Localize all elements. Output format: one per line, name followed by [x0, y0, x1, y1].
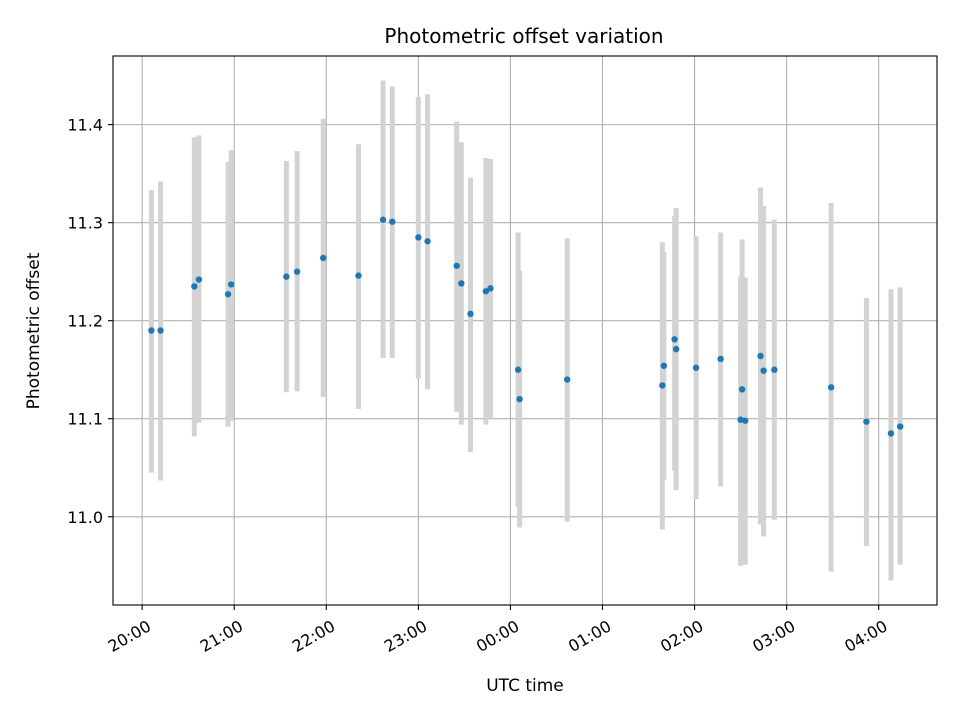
data-point: [757, 352, 764, 360]
y-tick-label: 11.0: [67, 508, 103, 527]
data-point: [320, 254, 327, 262]
data-point: [424, 238, 431, 245]
data-point: [224, 291, 232, 298]
grid-layer: [113, 56, 937, 605]
data-point: [487, 285, 494, 292]
data-point: [516, 395, 523, 403]
plot-frame: [112, 55, 938, 606]
y-axis: 11.0 11.1 11.2 11.3 11.4: [67, 116, 113, 527]
data-point: [896, 423, 904, 430]
data-point: [672, 345, 680, 353]
data-point: [563, 376, 571, 383]
data-point: [379, 216, 387, 223]
point-layer: [148, 216, 904, 437]
data-point: [453, 262, 460, 269]
data-point: [389, 218, 396, 225]
data-point: [191, 283, 198, 290]
data-point: [355, 272, 362, 279]
data-point: [415, 234, 422, 241]
y-tick-label: 11.2: [67, 312, 103, 331]
data-point: [738, 386, 746, 393]
data-point: [717, 355, 724, 363]
x-axis-label: UTC time: [486, 676, 564, 696]
data-point: [671, 336, 678, 343]
data-point: [741, 417, 749, 424]
data-point: [293, 268, 301, 275]
data-point: [660, 362, 668, 369]
data-point: [195, 276, 203, 283]
data-point: [458, 280, 465, 287]
data-point: [482, 288, 490, 295]
y-tick-label: 11.4: [67, 116, 103, 135]
data-point: [467, 310, 474, 318]
data-point: [692, 364, 700, 371]
data-point: [863, 418, 870, 425]
data-point: [771, 366, 778, 373]
y-tick-label: 11.1: [67, 410, 103, 429]
data-point: [659, 382, 666, 389]
data-point: [227, 281, 235, 288]
chart-title: Photometric offset variation: [384, 24, 663, 48]
y-axis-label: Photometric offset: [24, 252, 44, 409]
data-point: [760, 367, 767, 374]
data-point: [887, 430, 895, 437]
data-point: [157, 327, 164, 334]
data-point: [148, 327, 155, 334]
data-point: [514, 366, 522, 373]
data-point: [283, 273, 290, 280]
y-tick-label: 11.3: [67, 214, 103, 233]
data-point: [827, 384, 835, 391]
